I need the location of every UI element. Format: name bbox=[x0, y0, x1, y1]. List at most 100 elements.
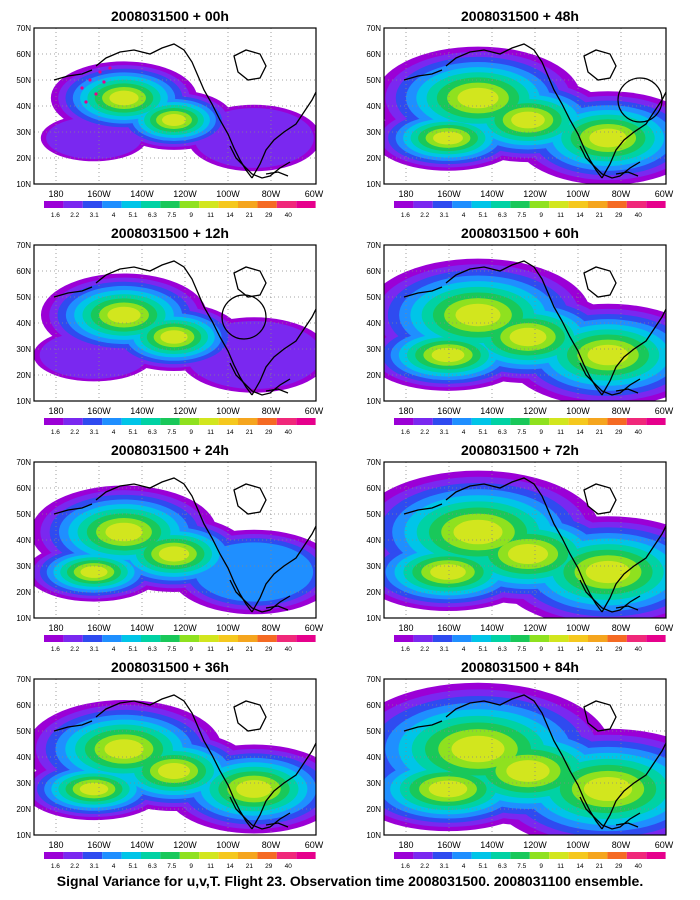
colorbar-swatch bbox=[394, 635, 414, 642]
colorbar-label: 14 bbox=[576, 646, 584, 653]
x-tick-label: 60W bbox=[305, 189, 324, 199]
y-tick-label: 40N bbox=[16, 536, 31, 545]
colorbar-swatch bbox=[218, 418, 238, 425]
variance-contour-fill bbox=[507, 543, 549, 565]
y-tick-label: 40N bbox=[366, 536, 381, 545]
x-tick-label: 60W bbox=[655, 840, 674, 850]
colorbar-swatch bbox=[218, 852, 238, 859]
figure-caption: Signal Variance for u,v,T. Flight 23. Ob… bbox=[56, 873, 644, 889]
colorbar-swatch bbox=[44, 201, 64, 208]
x-tick-label: 180 bbox=[48, 623, 63, 633]
colorbar-swatch bbox=[141, 201, 161, 208]
colorbar-swatch bbox=[626, 852, 647, 859]
variance-contour-fill bbox=[453, 519, 503, 545]
y-tick-label: 60N bbox=[16, 701, 31, 710]
map-panel-p36: 2008031500 + 36h 70N 60N 50N 40N 30N 20N 10N 180… bbox=[0, 659, 340, 881]
colorbar-swatch bbox=[394, 201, 414, 208]
coastline bbox=[615, 171, 639, 177]
colorbar-label: 14 bbox=[226, 863, 234, 870]
y-tick-label: 20N bbox=[16, 805, 31, 814]
map-panel-p24: 2008031500 + 24h 70N 60N 50N 40N 30N 20N 10N 180… bbox=[0, 442, 340, 664]
y-tick-label: 60N bbox=[366, 484, 381, 493]
observation-dot bbox=[94, 92, 98, 96]
colorbar-swatch bbox=[238, 852, 258, 859]
colorbar-swatch bbox=[141, 852, 161, 859]
map-area bbox=[384, 245, 666, 401]
x-tick-label: 160W bbox=[437, 840, 461, 850]
variance-contour-fill bbox=[457, 87, 499, 109]
x-tick-label: 100W bbox=[216, 623, 240, 633]
panel-title: 2008031500 + 12h bbox=[111, 225, 229, 241]
variance-contour-fill bbox=[431, 347, 465, 363]
y-tick-label: 60N bbox=[366, 50, 381, 59]
coastline bbox=[403, 720, 443, 732]
x-tick-label: 100W bbox=[566, 189, 590, 199]
y-tick-label: 10N bbox=[16, 614, 31, 623]
colorbar-swatch bbox=[257, 852, 277, 859]
map-panel-p00: 2008031500 + 00h 70N 60N 50N 40N 30N 20N 10N 180… bbox=[0, 8, 340, 230]
observation-dot bbox=[98, 70, 102, 74]
x-tick-label: 160W bbox=[87, 189, 111, 199]
colorbar-label: 21 bbox=[246, 646, 254, 653]
coastline bbox=[615, 822, 639, 828]
variance-contour-fill bbox=[105, 522, 143, 542]
variance-contour-fill bbox=[451, 735, 505, 763]
colorbar-label: 9 bbox=[539, 863, 543, 870]
variance-contour-fill bbox=[587, 344, 629, 366]
y-tick-label: 20N bbox=[16, 371, 31, 380]
y-tick-label: 40N bbox=[16, 319, 31, 328]
colorbar-label: 40 bbox=[635, 646, 643, 653]
map-frame bbox=[383, 27, 667, 185]
coastline bbox=[95, 43, 253, 179]
colorbar-swatch bbox=[646, 635, 666, 642]
map-area bbox=[384, 462, 666, 618]
coastline bbox=[95, 260, 253, 396]
coastline bbox=[403, 69, 443, 81]
coastline bbox=[233, 483, 267, 515]
map-area bbox=[34, 245, 316, 401]
coastline-layer bbox=[403, 694, 666, 830]
y-tick-label: 40N bbox=[366, 102, 381, 111]
colorbar-label: 6.3 bbox=[498, 863, 507, 870]
colorbar-label: 2.2 bbox=[420, 863, 429, 870]
y-tick-label: 40N bbox=[366, 753, 381, 762]
y-tick-label: 30N bbox=[366, 562, 381, 571]
colorbar-label: 14 bbox=[226, 646, 234, 653]
colorbar-label: 9 bbox=[189, 863, 193, 870]
y-tick-label: 70N bbox=[16, 241, 31, 250]
panel-title: 2008031500 + 24h bbox=[111, 442, 229, 458]
variance-contour-fill bbox=[79, 782, 109, 796]
colorbar-label: 40 bbox=[635, 212, 643, 219]
x-tick-label: 60W bbox=[655, 406, 674, 416]
colorbar-swatch bbox=[82, 635, 103, 642]
y-tick-label: 30N bbox=[16, 562, 31, 571]
colorbar-label: 14 bbox=[576, 212, 584, 219]
variance-contour-fill bbox=[236, 780, 272, 798]
y-tick-label: 60N bbox=[366, 267, 381, 276]
x-tick-label: 120W bbox=[173, 189, 197, 199]
x-tick-label: 120W bbox=[523, 623, 547, 633]
colorbar-swatch bbox=[491, 418, 511, 425]
x-tick-label: 80W bbox=[262, 623, 281, 633]
colorbar-swatch bbox=[452, 635, 472, 642]
colorbar-swatch bbox=[510, 852, 530, 859]
x-tick-label: 60W bbox=[305, 623, 324, 633]
colorbar-label: 21 bbox=[596, 646, 604, 653]
variance-contour-fill bbox=[511, 111, 545, 129]
colorbar-label: 9 bbox=[539, 646, 543, 653]
colorbar-swatch bbox=[432, 418, 453, 425]
map-panel-p60: 2008031500 + 60h 70N 60N 50N 40N 30N 20N 10N 180… bbox=[350, 225, 690, 447]
y-tick-label: 70N bbox=[16, 675, 31, 684]
colorbar-label: 29 bbox=[265, 646, 273, 653]
colorbar-label: 5.1 bbox=[128, 429, 137, 436]
colorbar-label: 7.5 bbox=[517, 212, 526, 219]
y-tick-label: 20N bbox=[16, 588, 31, 597]
colorbar-swatch bbox=[529, 852, 550, 859]
colorbar-label: 4 bbox=[112, 646, 116, 653]
colorbar-swatch bbox=[607, 418, 627, 425]
colorbar-label: 40 bbox=[285, 646, 293, 653]
colorbar-label: 2.2 bbox=[70, 429, 79, 436]
x-tick-label: 120W bbox=[523, 189, 547, 199]
x-tick-label: 60W bbox=[305, 406, 324, 416]
colorbar-label: 29 bbox=[265, 863, 273, 870]
